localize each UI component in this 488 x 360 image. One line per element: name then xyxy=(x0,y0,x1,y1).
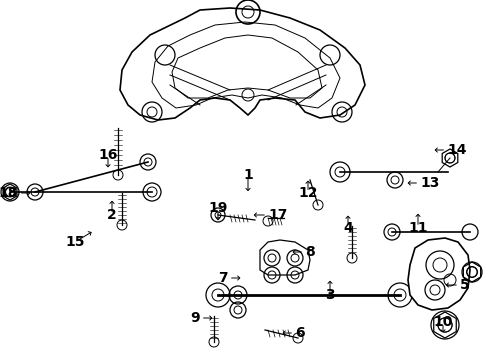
Text: 1: 1 xyxy=(243,168,252,182)
Polygon shape xyxy=(407,238,469,310)
Text: 14: 14 xyxy=(446,143,466,157)
Text: 7: 7 xyxy=(218,271,227,285)
Text: 17: 17 xyxy=(267,208,287,222)
Text: 15: 15 xyxy=(65,235,84,249)
Text: 16: 16 xyxy=(98,148,118,162)
Text: 6: 6 xyxy=(294,326,304,340)
Text: 11: 11 xyxy=(407,221,427,235)
Text: 18: 18 xyxy=(0,186,18,200)
Text: 9: 9 xyxy=(190,311,200,325)
Text: 3: 3 xyxy=(325,288,334,302)
Text: 4: 4 xyxy=(343,221,352,235)
Text: 13: 13 xyxy=(419,176,439,190)
Text: 2: 2 xyxy=(107,208,117,222)
Text: 5: 5 xyxy=(459,278,469,292)
Text: 10: 10 xyxy=(432,315,452,329)
Text: 8: 8 xyxy=(305,245,314,259)
Text: 19: 19 xyxy=(208,201,227,215)
Polygon shape xyxy=(260,240,309,275)
Text: 12: 12 xyxy=(298,186,317,200)
